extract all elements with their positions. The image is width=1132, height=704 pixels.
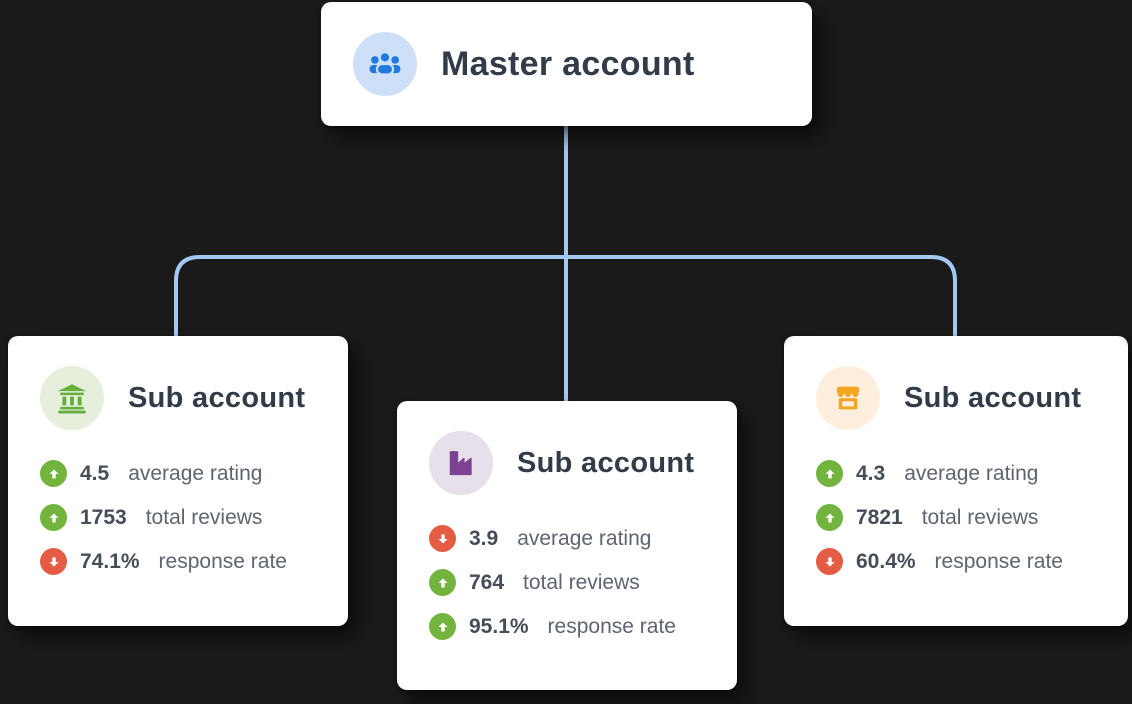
- bank-icon: [40, 366, 104, 430]
- arrow-up-circle-icon: [429, 569, 456, 596]
- stat-value: 1753: [80, 505, 127, 529]
- stat-label: total reviews: [921, 505, 1039, 529]
- sub-card-3-title: Sub account: [904, 381, 1082, 414]
- sub-account-card-1: Sub account 4.5 average rating 1753 tota…: [8, 336, 348, 626]
- sub-card-2-stats: 3.9 average rating 764 total reviews 95.…: [429, 525, 737, 640]
- stat-response-rate: 60.4% response rate: [816, 548, 1128, 575]
- arrow-down-circle-icon: [40, 548, 67, 575]
- master-card-title: Master account: [441, 44, 695, 83]
- sub-card-1-title: Sub account: [128, 381, 306, 414]
- stat-label: total reviews: [523, 570, 640, 594]
- sub-card-2-title: Sub account: [517, 446, 695, 479]
- stat-response-rate: 95.1% response rate: [429, 613, 737, 640]
- stat-value: 4.3: [856, 461, 886, 485]
- stat-value: 60.4%: [856, 549, 916, 573]
- arrow-up-circle-icon: [40, 504, 67, 531]
- stat-value: 764: [469, 570, 505, 594]
- stat-total-reviews: 7821 total reviews: [816, 504, 1128, 531]
- stat-total-reviews: 1753 total reviews: [40, 504, 348, 531]
- stat-value: 3.9: [469, 526, 499, 550]
- factory-icon: [429, 431, 493, 495]
- stat-label: average rating: [128, 461, 263, 485]
- users-group-icon: [353, 32, 417, 96]
- master-card-header: Master account: [321, 2, 812, 96]
- sub-card-1-header: Sub account: [8, 336, 348, 430]
- stat-value: 4.5: [80, 461, 110, 485]
- stat-label: average rating: [517, 526, 652, 550]
- stat-label: total reviews: [145, 505, 263, 529]
- stat-average-rating: 4.3 average rating: [816, 460, 1128, 487]
- stat-label: response rate: [158, 549, 287, 573]
- arrow-up-circle-icon: [40, 460, 67, 487]
- stat-response-rate: 74.1% response rate: [40, 548, 348, 575]
- arrow-up-circle-icon: [429, 613, 456, 640]
- sub-account-card-3: Sub account 4.3 average rating 7821 tota…: [784, 336, 1128, 626]
- master-account-card: Master account: [321, 2, 812, 126]
- sub-account-card-2: Sub account 3.9 average rating 764 total…: [397, 401, 737, 690]
- stat-value: 95.1%: [469, 614, 529, 638]
- arrow-up-circle-icon: [816, 460, 843, 487]
- stat-label: average rating: [904, 461, 1039, 485]
- stat-total-reviews: 764 total reviews: [429, 569, 737, 596]
- stat-label: response rate: [547, 614, 676, 638]
- arrow-down-circle-icon: [429, 525, 456, 552]
- stat-value: 74.1%: [80, 549, 140, 573]
- storefront-icon: [816, 366, 880, 430]
- arrow-up-circle-icon: [816, 504, 843, 531]
- sub-card-3-stats: 4.3 average rating 7821 total reviews 60…: [816, 460, 1128, 575]
- sub-card-1-stats: 4.5 average rating 1753 total reviews 74…: [40, 460, 348, 575]
- stat-average-rating: 4.5 average rating: [40, 460, 348, 487]
- stat-average-rating: 3.9 average rating: [429, 525, 737, 552]
- arrow-down-circle-icon: [816, 548, 843, 575]
- stat-label: response rate: [934, 549, 1063, 573]
- stat-value: 7821: [856, 505, 903, 529]
- sub-card-2-header: Sub account: [397, 401, 737, 495]
- connector-path-branches: [174, 255, 957, 339]
- sub-card-3-header: Sub account: [784, 336, 1128, 430]
